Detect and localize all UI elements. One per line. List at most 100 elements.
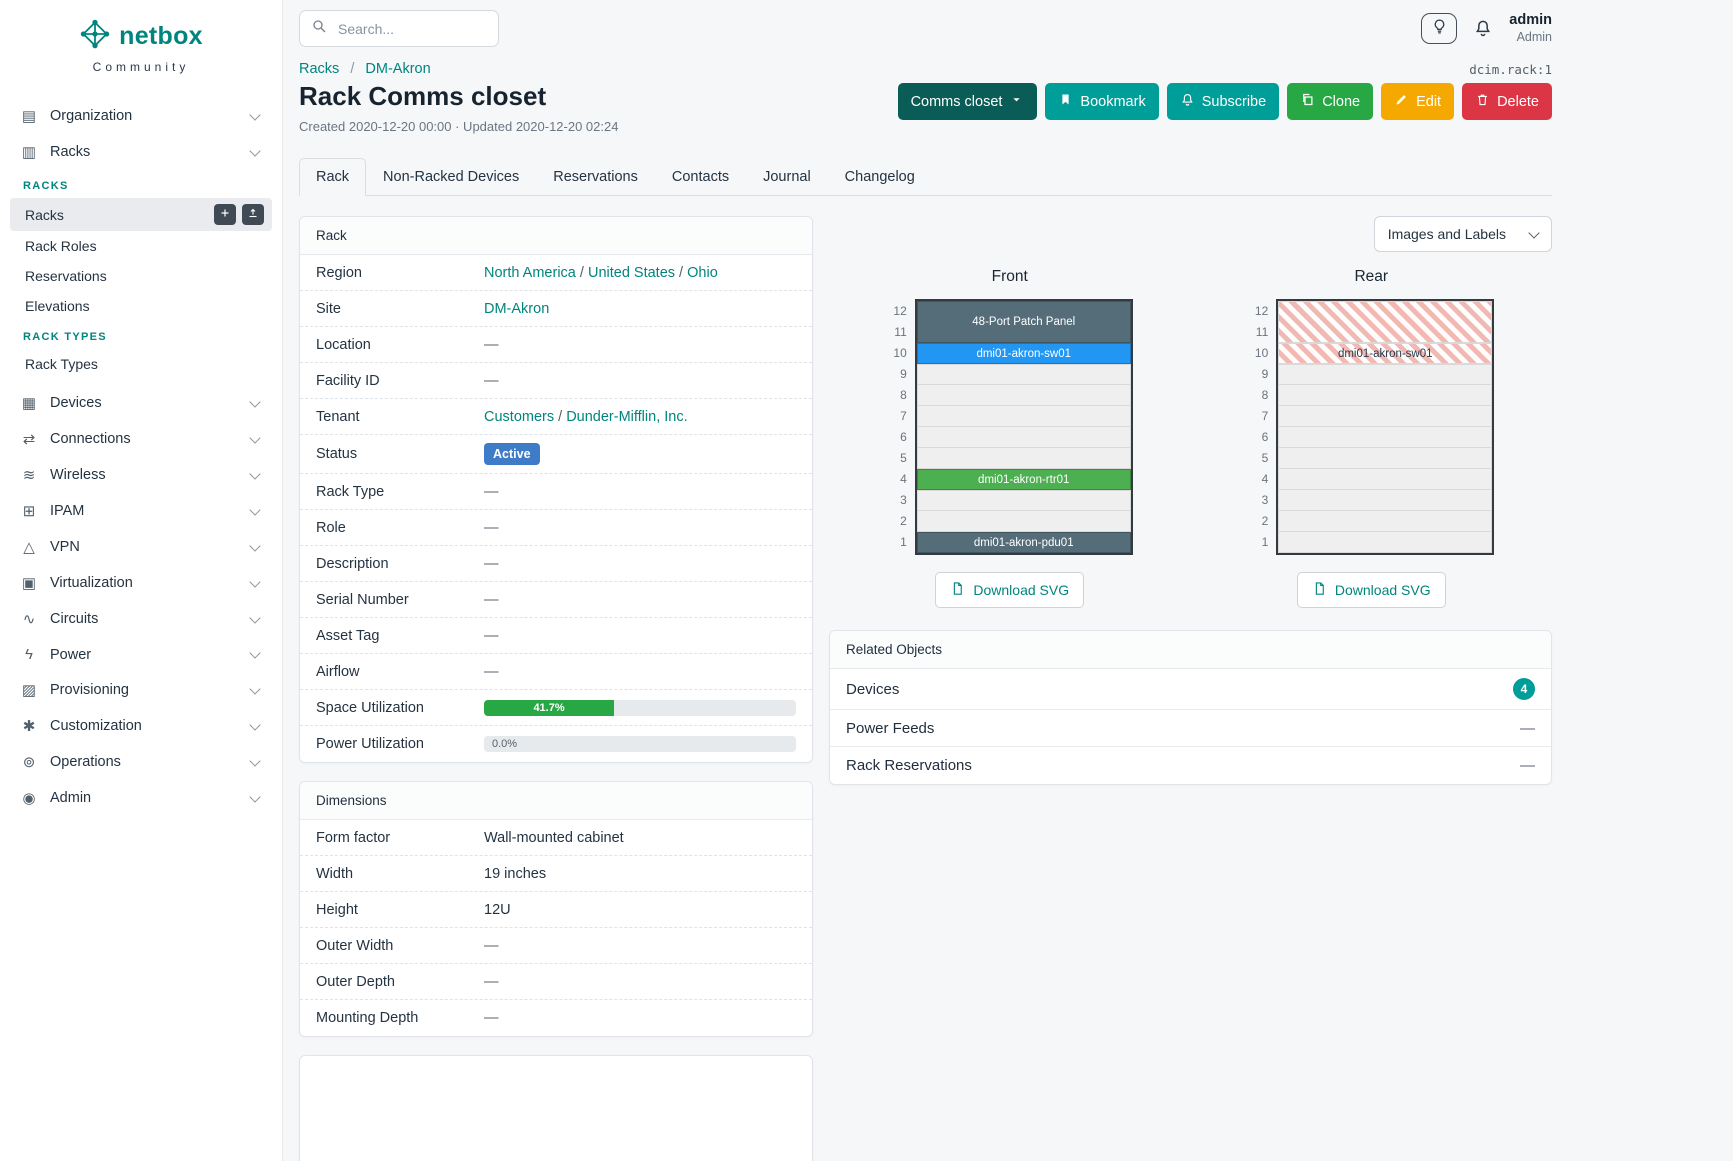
field-value: North America / United States / Ohio: [484, 265, 796, 281]
unit-number: 5: [900, 451, 907, 465]
sidebar-item-reservations[interactable]: Reservations: [10, 261, 272, 291]
user-menu[interactable]: admin Admin: [1509, 12, 1552, 44]
sidebar-item-label: Connections: [50, 431, 131, 447]
unit-number: 1: [900, 535, 907, 549]
search-box[interactable]: [299, 10, 499, 47]
tab-journal[interactable]: Journal: [763, 169, 811, 185]
related-row-power-feeds[interactable]: Power Feeds —: [830, 710, 1551, 747]
sidebar-item-label: IPAM: [50, 503, 85, 519]
subscribe-button[interactable]: Subscribe: [1166, 83, 1280, 120]
rack-unit-device[interactable]: dmi01-akron-sw01: [916, 343, 1131, 364]
related-row-devices[interactable]: Devices 4: [830, 669, 1551, 710]
user-role: Admin: [1516, 29, 1552, 44]
sidebar-item-elevations[interactable]: Elevations: [10, 291, 272, 321]
sidebar-item-operations[interactable]: ⊚ Operations: [10, 744, 272, 780]
sidebar-item-customization[interactable]: ✱ Customization: [10, 708, 272, 744]
rack-unit-device[interactable]: dmi01-akron-rtr01: [916, 469, 1131, 490]
search-input[interactable]: [336, 19, 487, 38]
sidebar-item-rack-types[interactable]: Rack Types: [10, 349, 272, 379]
link-dunder-mifflin-inc[interactable]: Dunder-Mifflin, Inc.: [566, 408, 688, 425]
images-and-labels-select[interactable]: Images and Labels: [1373, 216, 1552, 252]
field-label: Height: [316, 901, 358, 918]
field-label: Outer Width: [316, 937, 394, 954]
edit-button[interactable]: Edit: [1381, 83, 1455, 120]
import-button[interactable]: [242, 204, 264, 225]
sidebar-item-racks[interactable]: Racks: [10, 198, 272, 231]
sidebar-item-label: Organization: [50, 108, 133, 124]
unit-number: 7: [900, 409, 907, 423]
rear-elevation-title: Rear: [1354, 268, 1389, 285]
breadcrumb-link-site[interactable]: DM-Akron: [365, 61, 431, 77]
brand-logo[interactable]: netbox Community: [0, 0, 282, 84]
sidebar-subitem-label: Elevations: [25, 298, 90, 314]
sidebar-item-admin[interactable]: ◉ Admin: [10, 780, 272, 816]
link-separator: /: [675, 264, 688, 281]
sidebar-item-devices[interactable]: ▦ Devices: [10, 385, 272, 421]
unit-number: 11: [1255, 325, 1269, 339]
link-ohio[interactable]: Ohio: [687, 264, 718, 281]
sidebar-item-connections[interactable]: ⇄ Connections: [10, 421, 272, 457]
sidebar-nav: ▤ Organization ▥ Racks RACKS Racks Rack Roles R…: [0, 84, 282, 826]
action-buttons: Comms closet Bookmark Subscribe Clone Edit De…: [897, 83, 1552, 120]
add-button[interactable]: [214, 204, 236, 225]
operations-icon: ⊚: [22, 754, 36, 771]
rack-unit-device[interactable]: [1278, 301, 1493, 343]
sidebar-item-wireless[interactable]: ≋ Wireless: [10, 457, 272, 493]
tab-rack[interactable]: Rack: [299, 158, 367, 196]
rack-card-body: Region North America / United States / Oh…: [300, 255, 812, 762]
breadcrumb-row: Racks / DM-Akron dcim.rack:1: [299, 61, 1552, 77]
theme-toggle-button[interactable]: [1421, 12, 1458, 44]
sidebar-item-label: Customization: [50, 718, 142, 734]
clone-button[interactable]: Clone: [1287, 83, 1374, 120]
unit-number: 9: [1261, 367, 1269, 381]
sidebar-item-circuits[interactable]: ∿ Circuits: [10, 601, 272, 637]
link-customers[interactable]: Customers: [484, 408, 555, 425]
unit-number: 8: [900, 388, 907, 402]
rack-unit-empty: [1278, 490, 1493, 511]
sidebar-item-power[interactable]: ϟ Power: [10, 637, 272, 672]
notifications-bell-icon[interactable]: [1473, 18, 1493, 38]
provisioning-icon: ▨: [21, 682, 37, 699]
tab-reservations[interactable]: Reservations: [553, 169, 638, 185]
netbox-logo-icon: [79, 18, 111, 55]
link-north-america[interactable]: North America: [484, 264, 576, 281]
empty-value: —: [1520, 719, 1535, 737]
rack-unit-device[interactable]: dmi01-akron-pdu01: [916, 532, 1131, 553]
tab-contacts[interactable]: Contacts: [671, 169, 730, 185]
power-icon: ϟ: [25, 646, 33, 663]
related-row-rack-reservations[interactable]: Rack Reservations —: [830, 747, 1551, 784]
sidebar-item-vpn[interactable]: △ VPN: [10, 529, 272, 565]
count-badge: 4: [1513, 678, 1535, 700]
tab-non-racked-devices[interactable]: Non-Racked Devices: [383, 169, 520, 185]
unit-number: 10: [893, 346, 907, 360]
related-object-label: Devices: [846, 680, 900, 698]
unit-number: 12: [893, 304, 907, 318]
chevron-down-icon: [249, 575, 261, 588]
download-svg-rear-button[interactable]: Download SVG: [1296, 572, 1446, 608]
left-column: Rack Region North America / United States…: [299, 216, 813, 1161]
tab-changelog[interactable]: Changelog: [844, 169, 915, 185]
sidebar-item-label: Provisioning: [50, 682, 129, 698]
info-row-power-utilization: Power Utilization 0.0%: [300, 726, 812, 762]
delete-button[interactable]: Delete: [1462, 83, 1552, 120]
brand-name: netbox: [119, 22, 203, 50]
rack-select-button[interactable]: Comms closet: [897, 83, 1038, 120]
rack-card-title: Rack: [300, 217, 812, 255]
sidebar-item-provisioning[interactable]: ▨ Provisioning: [10, 672, 272, 708]
related-objects-title: Related Objects: [830, 631, 1551, 669]
bookmark-button[interactable]: Bookmark: [1045, 83, 1159, 120]
link-united-states[interactable]: United States: [587, 264, 676, 281]
sidebar-item-rack-roles[interactable]: Rack Roles: [10, 231, 272, 261]
rack-unit-device[interactable]: 48-Port Patch Panel: [916, 301, 1131, 343]
download-svg-front-button[interactable]: Download SVG: [935, 572, 1085, 608]
unit-number: 2: [900, 514, 907, 528]
sidebar-item-ipam[interactable]: ⊞ IPAM: [10, 493, 272, 529]
related-object-label: Power Feeds: [846, 719, 935, 737]
breadcrumb-link-racks[interactable]: Racks: [299, 61, 340, 77]
sidebar-item-racks[interactable]: ▥ Racks: [10, 134, 272, 170]
rack-unit-device[interactable]: dmi01-akron-sw01: [1278, 343, 1493, 364]
sidebar-item-organization[interactable]: ▤ Organization: [10, 98, 272, 134]
sidebar-item-virtualization[interactable]: ▣ Virtualization: [10, 565, 272, 601]
link-dm-akron[interactable]: DM-Akron: [484, 300, 550, 317]
progress-fill: 41.7%: [484, 699, 615, 716]
